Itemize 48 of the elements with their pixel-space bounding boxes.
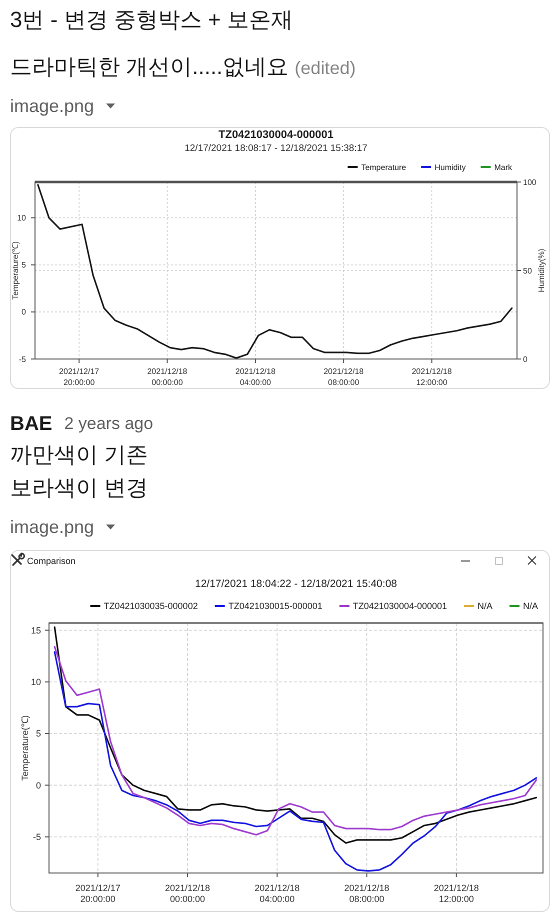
text: image.png (10, 517, 94, 537)
x-tick-label: 2021/12/18 00:00:00 (147, 367, 188, 387)
x-tick-label: 2021/12/18 08:00:00 (344, 883, 390, 904)
text: 까만색이 기존 (10, 442, 148, 467)
line-series (54, 651, 538, 872)
y2-tick-label: 100 (523, 178, 537, 187)
y-tick-label: 0 (36, 780, 41, 790)
x-tick-label: 2021/12/18 00:00:00 (165, 883, 210, 904)
legend-label: Temperature (361, 162, 407, 172)
x-tick-label: 2021/12/17 20:00:00 (75, 883, 120, 904)
x-tick-label: 2021/12/18 12:00:00 (412, 367, 452, 387)
text: Comparison (27, 556, 76, 566)
text: image.png (10, 96, 94, 116)
y-axis-title: Temperature(℃) (20, 715, 30, 781)
y-tick-label: 5 (22, 260, 27, 270)
legend-label: N/A (522, 601, 538, 612)
text: 보라색이 변경 (10, 475, 148, 500)
y-tick-label: 5 (36, 728, 41, 739)
chart-subtitle: 12/17/2021 18:08:17 - 12/18/2021 15:38:17 (184, 143, 368, 154)
text: BAE (10, 413, 52, 435)
y-axis-title: Temperature(℃) (10, 241, 20, 300)
y-tick-label: 0 (22, 308, 27, 317)
y2-tick-label: 50 (523, 266, 532, 276)
y-tick-label: 15 (30, 625, 41, 636)
text: (edited) (294, 58, 356, 78)
legend-label: TZ0421030015-000001 (228, 601, 322, 612)
legend-label: Mark (494, 162, 513, 172)
chart-title: TZ0421030004-000001 (218, 129, 334, 141)
y2-axis-title: Humidity(%) (536, 248, 546, 292)
x-tick-label: 2021/12/18 08:00:00 (324, 367, 364, 387)
text: 3번 - 변경 중형박스 + 보온재 (10, 7, 293, 32)
chart-title: 12/17/2021 18:04:22 - 12/18/2021 15:40:08 (194, 578, 398, 590)
line-series (37, 184, 513, 359)
legend-label: TZ0421030004-000001 (352, 601, 447, 612)
y-tick-label: -5 (32, 832, 41, 842)
legend-label: TZ0421030035-000002 (104, 601, 198, 612)
x-tick-label: 2021/12/18 04:00:00 (254, 883, 300, 904)
text: 2 years ago (64, 414, 154, 433)
y-tick-label: 10 (17, 214, 27, 223)
y-tick-label: 10 (30, 677, 41, 688)
legend-label: Humidity (434, 162, 466, 172)
legend-label: N/A (477, 601, 493, 612)
x-tick-label: 2021/12/18 04:00:00 (235, 367, 276, 387)
y2-tick-label: 0 (523, 354, 528, 364)
text: 드라마틱한 개선이.....없네요 (10, 54, 289, 79)
x-tick-label: 2021/12/18 12:00:00 (434, 883, 479, 904)
y-tick-label: -5 (18, 354, 27, 364)
x-tick-label: 2021/12/17 20:00:00 (59, 367, 100, 387)
